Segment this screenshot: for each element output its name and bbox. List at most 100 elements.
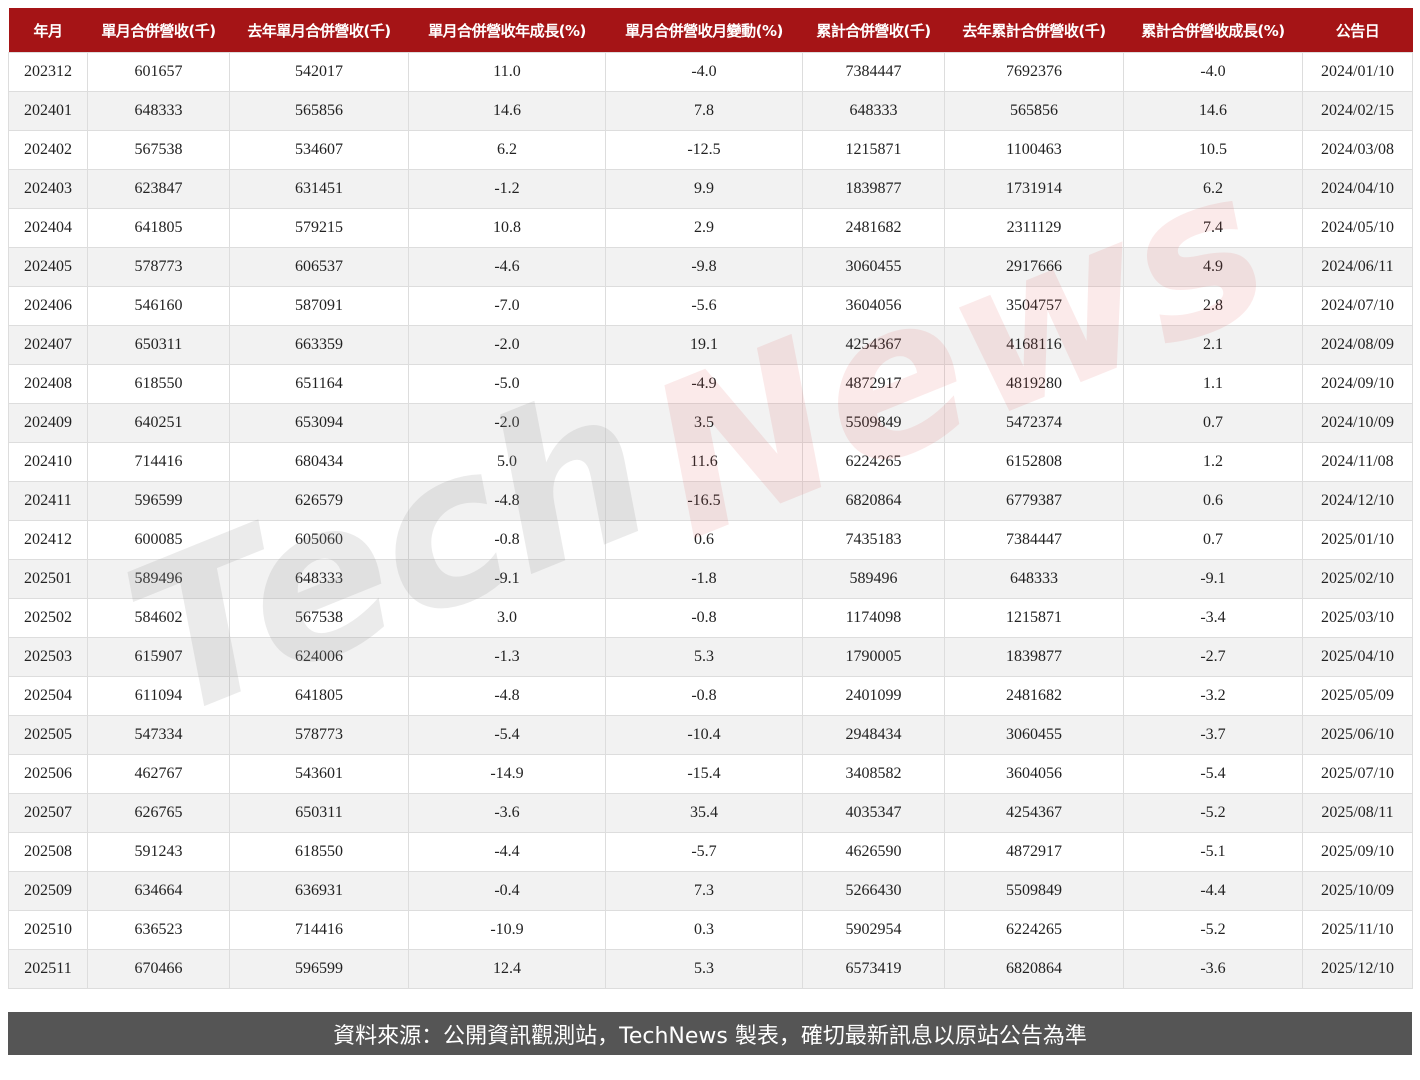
table-cell: 202508: [8, 832, 88, 872]
table-cell: -4.4: [1123, 871, 1303, 911]
table-cell: -0.8: [605, 676, 803, 716]
table-cell: 3604056: [802, 286, 945, 326]
table-cell: 7.8: [605, 91, 803, 131]
table-cell: -3.6: [408, 793, 606, 833]
table-cell: 1790005: [802, 637, 945, 677]
table-cell: -3.2: [1123, 676, 1303, 716]
table-cell: 714416: [87, 442, 230, 482]
table-cell: -5.7: [605, 832, 803, 872]
table-cell: 3.0: [408, 598, 606, 638]
table-cell: 2024/09/10: [1302, 364, 1413, 404]
table-cell: 6.2: [1123, 169, 1303, 209]
table-cell: 6224265: [802, 442, 945, 482]
table-cell: -7.0: [408, 286, 606, 326]
table-cell: 2024/07/10: [1302, 286, 1413, 326]
column-header: 年月: [8, 8, 88, 53]
table-cell: 462767: [87, 754, 230, 794]
table-cell: 618550: [87, 364, 230, 404]
table-cell: -2.0: [408, 325, 606, 365]
table-cell: 202509: [8, 871, 88, 911]
table-cell: 640251: [87, 403, 230, 443]
table-row: 202503 615907 624006 -1.3 5.3 1790005 1839877-…: [8, 637, 1413, 677]
table-cell: 5509849: [944, 871, 1124, 911]
table-cell: 648333: [802, 91, 945, 131]
table-cell: -2.7: [1123, 637, 1303, 677]
column-header: 單月合併營收(千): [87, 8, 230, 53]
table-cell: 6820864: [944, 949, 1124, 989]
table-cell: -0.8: [605, 598, 803, 638]
table-cell: 10.5: [1123, 130, 1303, 170]
table-cell: 2025/01/10: [1302, 520, 1413, 560]
table-cell: 606537: [229, 247, 409, 287]
table-cell: 641805: [87, 208, 230, 248]
table-cell: 202411: [8, 481, 88, 521]
table-cell: 579215: [229, 208, 409, 248]
table-cell: -15.4: [605, 754, 803, 794]
table-cell: 14.6: [1123, 91, 1303, 131]
table-cell: 202510: [8, 910, 88, 950]
table-cell: 4819280: [944, 364, 1124, 404]
table-row: 202508 591243 618550 -4.4 -5.7 4626590 4872917…: [8, 832, 1413, 872]
table-cell: 4872917: [802, 364, 945, 404]
table-cell: 3060455: [802, 247, 945, 287]
table-cell: -3.6: [1123, 949, 1303, 989]
table-row: 202509 634664 636931 -0.4 7.3 5266430 5509849-…: [8, 871, 1413, 911]
table-cell: 202401: [8, 91, 88, 131]
table-cell: 202404: [8, 208, 88, 248]
table-cell: 2024/08/09: [1302, 325, 1413, 365]
table-cell: 35.4: [605, 793, 803, 833]
table-cell: 4.9: [1123, 247, 1303, 287]
column-header: 去年單月合併營收(千): [229, 8, 409, 53]
table-cell: 680434: [229, 442, 409, 482]
table-cell: 2.1: [1123, 325, 1303, 365]
table-cell: 596599: [229, 949, 409, 989]
table-cell: 565856: [229, 91, 409, 131]
table-cell: -5.6: [605, 286, 803, 326]
table-cell: 2024/06/11: [1302, 247, 1413, 287]
table-cell: -4.4: [408, 832, 606, 872]
table-cell: -2.0: [408, 403, 606, 443]
table-cell: 2.9: [605, 208, 803, 248]
table-cell: 648333: [87, 91, 230, 131]
table-cell: -1.8: [605, 559, 803, 599]
table-cell: 12.4: [408, 949, 606, 989]
table-row: 202504 611094 641805 -4.8 -0.8 2401099 2481682…: [8, 676, 1413, 716]
table-cell: 0.6: [1123, 481, 1303, 521]
table-cell: 589496: [87, 559, 230, 599]
table-cell: 670466: [87, 949, 230, 989]
table-cell: 2025/11/10: [1302, 910, 1413, 950]
table-cell: 202504: [8, 676, 88, 716]
revenue-table: 年月 單月合併營收(千) 去年單月合併營收(千) 單月合併營收年成長(%) 單月合併營收…: [8, 8, 1413, 989]
table-cell: 3.5: [605, 403, 803, 443]
table-cell: 1839877: [802, 169, 945, 209]
table-cell: 542017: [229, 52, 409, 92]
table-cell: 584602: [87, 598, 230, 638]
table-row: 202412 600085 605060 -0.8 0.6 7435183 7384447 0…: [8, 520, 1413, 560]
table-row: 202501 589496 648333 -9.1 -1.8 589496 648333 -9…: [8, 559, 1413, 599]
table-cell: 202502: [8, 598, 88, 638]
table-cell: 626579: [229, 481, 409, 521]
table-cell: 3408582: [802, 754, 945, 794]
table-cell: 611094: [87, 676, 230, 716]
table-cell: 641805: [229, 676, 409, 716]
table-cell: 5902954: [802, 910, 945, 950]
column-header: 單月合併營收年成長(%): [408, 8, 606, 53]
table-cell: 543601: [229, 754, 409, 794]
table-cell: 202501: [8, 559, 88, 599]
table-cell: 565856: [944, 91, 1124, 131]
table-cell: -10.4: [605, 715, 803, 755]
table-cell: 6573419: [802, 949, 945, 989]
table-row: 202406 546160 587091 -7.0 -5.6 3604056 3504757…: [8, 286, 1413, 326]
table-cell: 19.1: [605, 325, 803, 365]
table-cell: 11.6: [605, 442, 803, 482]
table-cell: 567538: [229, 598, 409, 638]
table-cell: 2025/05/09: [1302, 676, 1413, 716]
table-cell: 2.8: [1123, 286, 1303, 326]
table-row: 202505 547334 578773 -5.4 -10.4 2948434 306045…: [8, 715, 1413, 755]
table-cell: 11.0: [408, 52, 606, 92]
table-cell: 202409: [8, 403, 88, 443]
table-cell: 5509849: [802, 403, 945, 443]
table-cell: 7435183: [802, 520, 945, 560]
table-cell: 6.2: [408, 130, 606, 170]
table-cell: 5472374: [944, 403, 1124, 443]
